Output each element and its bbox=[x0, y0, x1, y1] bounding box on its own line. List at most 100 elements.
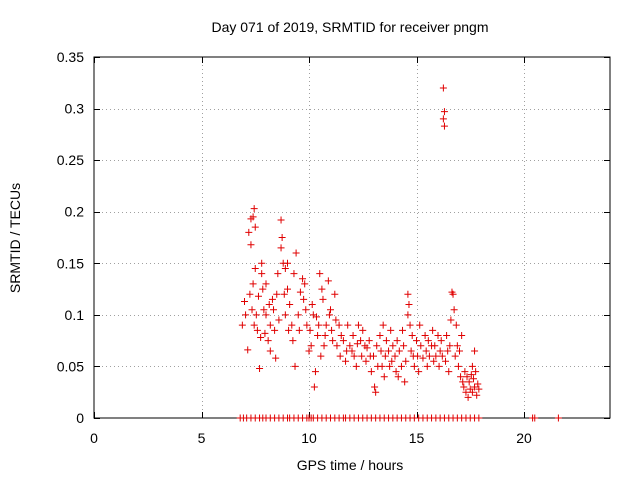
data-point bbox=[382, 337, 390, 345]
data-point bbox=[244, 346, 252, 354]
data-point bbox=[300, 295, 308, 303]
data-point bbox=[475, 385, 483, 393]
data-point bbox=[457, 373, 465, 381]
data-point bbox=[404, 290, 412, 298]
data-point bbox=[268, 295, 276, 303]
data-point bbox=[468, 388, 476, 396]
data-series-srmtid bbox=[236, 84, 562, 422]
data-point bbox=[329, 337, 337, 345]
data-point bbox=[333, 342, 341, 350]
data-point bbox=[246, 290, 254, 298]
data-point bbox=[367, 368, 375, 376]
data-point bbox=[423, 362, 431, 370]
data-point bbox=[467, 371, 475, 379]
chart-title: Day 071 of 2019, SRMTID for receiver png… bbox=[211, 19, 488, 35]
data-point bbox=[394, 373, 402, 381]
data-point bbox=[314, 331, 322, 339]
data-point bbox=[264, 337, 272, 345]
data-point bbox=[471, 383, 479, 391]
data-point bbox=[350, 352, 358, 360]
data-point bbox=[318, 285, 326, 293]
data-point bbox=[453, 342, 461, 350]
data-point bbox=[262, 280, 270, 288]
data-point bbox=[417, 342, 425, 350]
data-point bbox=[376, 331, 384, 339]
data-point bbox=[461, 368, 469, 376]
data-point bbox=[452, 321, 460, 329]
data-point bbox=[404, 311, 412, 319]
data-point bbox=[319, 295, 327, 303]
data-point bbox=[307, 342, 315, 350]
data-point bbox=[413, 337, 420, 345]
x-axis-tick-labels: 0 5 10 15 20 bbox=[90, 430, 532, 446]
data-point bbox=[456, 347, 463, 355]
data-point bbox=[317, 352, 325, 360]
data-point bbox=[275, 316, 283, 324]
data-point bbox=[254, 292, 262, 300]
data-point bbox=[446, 342, 454, 350]
data-point bbox=[445, 368, 453, 376]
y-axis-label: SRMTID / TECUs bbox=[7, 183, 23, 293]
data-point bbox=[302, 306, 310, 314]
data-point bbox=[401, 378, 409, 386]
data-point bbox=[250, 321, 258, 329]
y-tick-label: 0.05 bbox=[57, 358, 84, 374]
data-point bbox=[425, 352, 433, 360]
data-point bbox=[271, 326, 279, 334]
data-point bbox=[285, 326, 293, 334]
data-point bbox=[332, 316, 340, 324]
data-point bbox=[422, 347, 430, 355]
data-point bbox=[281, 264, 289, 272]
data-point bbox=[301, 280, 309, 288]
data-point bbox=[296, 288, 304, 296]
data-point bbox=[465, 378, 473, 386]
data-point bbox=[469, 375, 477, 383]
data-point bbox=[258, 259, 266, 267]
data-point bbox=[380, 373, 388, 381]
data-point bbox=[258, 270, 266, 278]
data-point bbox=[554, 414, 562, 422]
data-point bbox=[471, 347, 479, 355]
data-point bbox=[266, 321, 274, 329]
data-point bbox=[335, 321, 343, 329]
data-point bbox=[388, 357, 396, 365]
data-point bbox=[434, 331, 442, 339]
data-point bbox=[415, 368, 423, 376]
data-point bbox=[291, 362, 299, 370]
data-point bbox=[294, 311, 302, 319]
data-point bbox=[440, 122, 448, 130]
data-point bbox=[281, 311, 289, 319]
data-point bbox=[249, 213, 257, 221]
data-point bbox=[432, 352, 440, 360]
data-point bbox=[419, 354, 427, 362]
data-point bbox=[292, 249, 300, 257]
data-point bbox=[435, 362, 443, 370]
data-point bbox=[289, 337, 297, 345]
data-point bbox=[429, 326, 437, 334]
data-point bbox=[391, 352, 399, 360]
axis-ticks bbox=[94, 57, 610, 419]
x-tick-label: 5 bbox=[198, 430, 206, 446]
data-point bbox=[352, 362, 360, 370]
plot-frame bbox=[93, 56, 611, 419]
data-point bbox=[400, 342, 408, 350]
data-point bbox=[262, 311, 270, 319]
data-point bbox=[440, 108, 448, 116]
data-point bbox=[245, 228, 253, 236]
data-point bbox=[306, 326, 314, 334]
data-point bbox=[259, 285, 267, 293]
x-tick-label: 20 bbox=[516, 430, 532, 446]
data-point bbox=[437, 337, 445, 345]
data-point bbox=[331, 290, 339, 298]
grid-lines bbox=[94, 57, 610, 418]
data-point bbox=[385, 347, 393, 355]
data-point bbox=[407, 347, 415, 355]
data-point bbox=[339, 337, 347, 345]
data-point bbox=[460, 383, 468, 391]
data-point bbox=[328, 326, 336, 334]
y-tick-label: 0.35 bbox=[57, 49, 84, 65]
data-point bbox=[405, 301, 413, 309]
data-point bbox=[353, 340, 361, 348]
data-point bbox=[386, 362, 394, 370]
data-point bbox=[248, 306, 256, 314]
